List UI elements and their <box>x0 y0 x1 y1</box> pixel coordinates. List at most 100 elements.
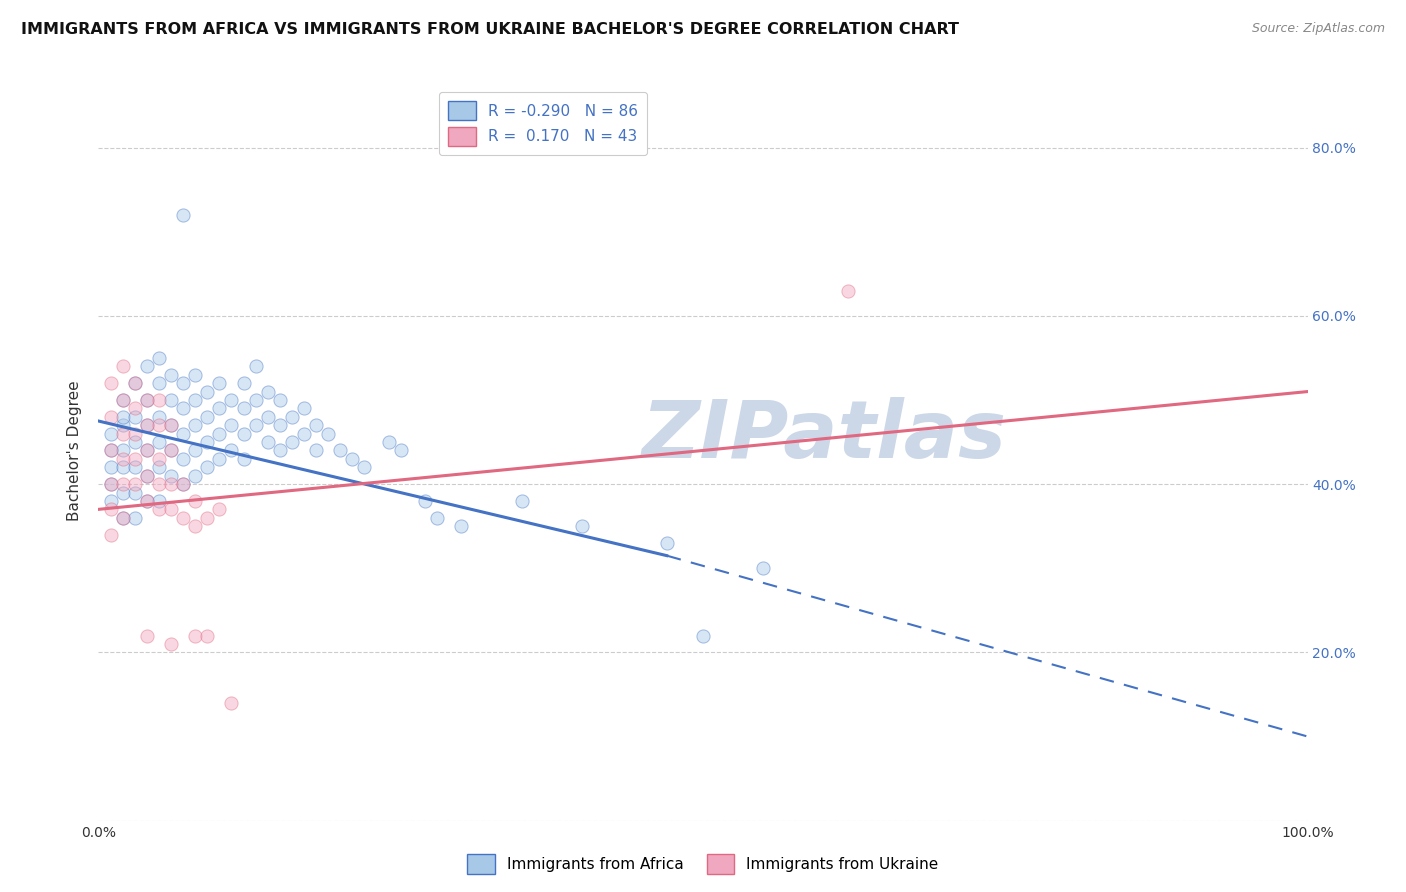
Point <box>160 368 183 382</box>
Point <box>124 460 146 475</box>
Point <box>184 392 207 407</box>
Point <box>100 443 122 458</box>
Point <box>172 451 194 466</box>
Point <box>124 409 146 424</box>
Point <box>184 468 207 483</box>
Text: ZIPatlas: ZIPatlas <box>641 397 1007 475</box>
Point <box>160 418 183 433</box>
Point <box>111 485 134 500</box>
Point <box>184 418 207 433</box>
Point <box>135 418 157 433</box>
Point <box>195 384 218 399</box>
Point <box>124 426 146 441</box>
Point <box>111 460 134 475</box>
Point <box>752 561 775 575</box>
Point <box>160 418 183 433</box>
Point <box>292 426 315 441</box>
Point <box>148 435 170 450</box>
Point <box>111 392 134 407</box>
Point <box>450 519 472 533</box>
Point <box>160 502 183 516</box>
Point <box>111 477 134 491</box>
Point <box>135 443 157 458</box>
Point <box>256 409 278 424</box>
Point <box>135 418 157 433</box>
Point <box>100 477 122 491</box>
Point <box>124 376 146 391</box>
Point <box>232 376 254 391</box>
Point <box>208 426 231 441</box>
Point <box>353 460 375 475</box>
Point <box>148 451 170 466</box>
Point <box>184 494 207 508</box>
Point <box>256 435 278 450</box>
Point <box>148 502 170 516</box>
Point <box>655 536 678 550</box>
Point <box>377 435 399 450</box>
Point <box>342 451 364 466</box>
Point <box>160 443 183 458</box>
Point <box>124 435 146 450</box>
Point <box>232 401 254 416</box>
Point <box>184 368 207 382</box>
Point <box>100 502 122 516</box>
Point <box>124 477 146 491</box>
Point <box>135 468 157 483</box>
Point <box>221 696 243 710</box>
Point <box>413 494 436 508</box>
Point <box>184 628 207 642</box>
Point <box>160 443 183 458</box>
Point <box>148 477 170 491</box>
Point <box>160 392 183 407</box>
Point <box>195 460 218 475</box>
Point <box>208 376 231 391</box>
Point <box>148 392 170 407</box>
Point <box>111 510 134 524</box>
Point <box>100 443 122 458</box>
Point <box>172 426 194 441</box>
Point <box>837 284 859 298</box>
Point <box>135 443 157 458</box>
Point <box>195 510 218 524</box>
Point <box>316 426 339 441</box>
Point <box>269 418 291 433</box>
Point <box>208 401 231 416</box>
Point <box>389 443 412 458</box>
Point <box>184 443 207 458</box>
Point <box>305 443 328 458</box>
Point <box>245 392 267 407</box>
Point <box>692 628 714 642</box>
Point <box>281 435 304 450</box>
Point <box>160 477 183 491</box>
Point <box>100 494 122 508</box>
Point <box>135 392 157 407</box>
Point <box>160 468 183 483</box>
Point <box>148 351 170 365</box>
Point <box>135 494 157 508</box>
Point <box>281 409 304 424</box>
Text: IMMIGRANTS FROM AFRICA VS IMMIGRANTS FROM UKRAINE BACHELOR'S DEGREE CORRELATION : IMMIGRANTS FROM AFRICA VS IMMIGRANTS FRO… <box>21 22 959 37</box>
Point <box>100 409 122 424</box>
Point <box>148 376 170 391</box>
Legend: Immigrants from Africa, Immigrants from Ukraine: Immigrants from Africa, Immigrants from … <box>461 848 945 880</box>
Point <box>111 510 134 524</box>
Point <box>184 519 207 533</box>
Point <box>135 494 157 508</box>
Point <box>111 443 134 458</box>
Point <box>135 359 157 374</box>
Point <box>245 418 267 433</box>
Point <box>208 451 231 466</box>
Point <box>305 418 328 433</box>
Point <box>571 519 593 533</box>
Point <box>135 392 157 407</box>
Point <box>245 359 267 374</box>
Point <box>111 359 134 374</box>
Point <box>195 435 218 450</box>
Point <box>256 384 278 399</box>
Point <box>160 637 183 651</box>
Point <box>111 451 134 466</box>
Point <box>111 392 134 407</box>
Point <box>172 477 194 491</box>
Point <box>135 468 157 483</box>
Point <box>124 376 146 391</box>
